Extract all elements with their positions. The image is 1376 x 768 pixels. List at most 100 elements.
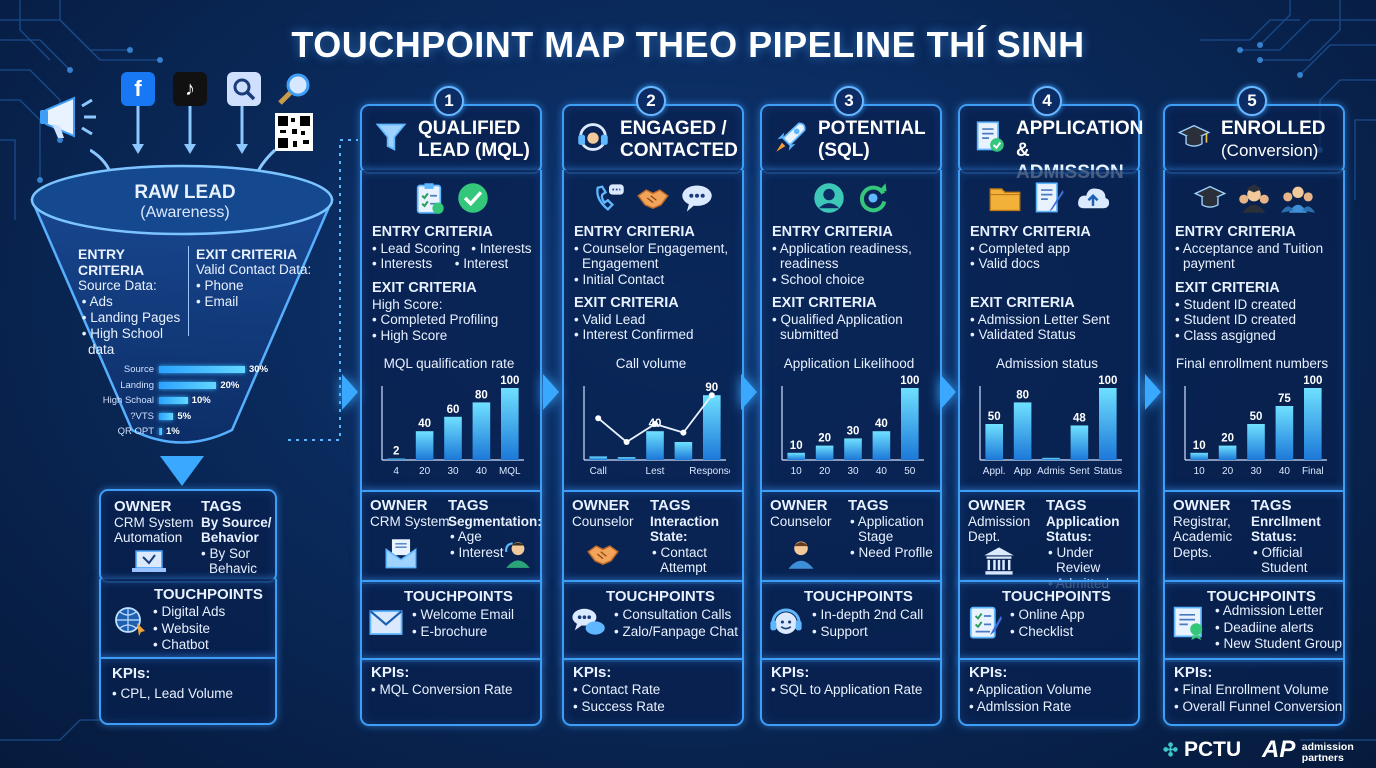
stage-title-line2: (Conversion): [1221, 141, 1319, 160]
handshake-icon: [586, 537, 620, 576]
chart-data-label: 80: [475, 389, 488, 401]
touchpoint-item: • Online App: [1010, 607, 1085, 622]
raw-touchpoints-heading: TOUCHPOINTS: [154, 586, 263, 603]
raw-owner-line: CRM System: [114, 514, 194, 530]
kpi-item: • Success Rate: [573, 699, 665, 714]
chart-tick-label: Appl.: [983, 466, 1006, 477]
funnel-bar: [159, 366, 245, 374]
entry-item: • Valid docs: [970, 256, 1040, 271]
tags-bold: Enrcllment Status:: [1251, 513, 1321, 545]
tags-item: • Contact Attempt: [652, 544, 708, 576]
certificate-icon: [1171, 604, 1207, 645]
raw-touchpoints-list: • Digital Ads • Website • Chatbot: [153, 604, 225, 654]
chart-bar: [472, 402, 491, 460]
chart-trend-point: [623, 439, 630, 445]
stage-title-line2: CONTACTED: [620, 140, 738, 161]
owner: OWNER Counselor: [572, 498, 654, 529]
chart-bar: [444, 416, 462, 460]
kpis-list: • Application Volume • Admlssion Rate: [969, 681, 1092, 715]
tags-heading: TAGS: [848, 497, 889, 514]
funnel-bar-row: Source 30%: [92, 362, 282, 378]
stage-5-kpis-box: [1163, 658, 1345, 726]
funnel-bar: [159, 397, 188, 405]
exit-item: • Interest Confirmed: [574, 327, 694, 342]
funnel-bar-label: ?VTS: [130, 410, 154, 422]
exit-item: • Valid Lead: [574, 311, 646, 327]
chart-tick-label: App: [1014, 466, 1032, 477]
checklist-icon: [966, 604, 1002, 645]
raw-exit-item: • Phone: [196, 278, 244, 293]
owner-line: Academic: [1173, 529, 1233, 544]
touchpoint-item: • New Student Group: [1215, 636, 1343, 651]
entry-item: • School choice: [772, 271, 865, 287]
chart-tick-label: Call: [590, 466, 607, 477]
raw-tags: TAGS By Source/ Behavior • By Sor Behavi…: [201, 499, 273, 577]
stage-title: ENROLLED (Conversion): [1221, 118, 1337, 162]
page-title: TOUCHPOINT MAP THEO PIPELINE THÍ SINH: [291, 24, 1085, 65]
funnel-bar-row: QR OPT 1%: [92, 424, 282, 440]
entry-criteria: ENTRY CRITERIA • Counselor Engagement, En…: [574, 224, 734, 287]
chart-bar: [500, 388, 519, 460]
laptop-icon: [132, 550, 166, 572]
raw-touchpoints-box: TOUCHPOINTS • Digital Ads • Website • Ch…: [99, 579, 277, 659]
owner: OWNER Registrar, Academic Depts.: [1173, 498, 1255, 560]
search-engine-icon: [227, 72, 261, 106]
chart-data-label: 20: [1221, 433, 1234, 445]
touchpoints-heading: TOUCHPOINTS: [1002, 588, 1111, 605]
chart-bar: [1247, 424, 1265, 460]
clipboard-check-icon: [412, 181, 446, 220]
chart-title: Final enrollment numbers: [1175, 356, 1329, 371]
chart-tick-label: 10: [791, 466, 803, 477]
kpis-heading: KPIs:: [771, 664, 810, 681]
owner-heading: OWNER: [1173, 497, 1231, 514]
chart-tick-label: 10: [1194, 466, 1206, 477]
chart-bar: [674, 442, 693, 460]
tags-item: • Interest: [450, 544, 504, 560]
admission-partners-logo: AP admission partners: [1262, 736, 1354, 764]
stage-title-line1: ENGAGED /: [620, 118, 727, 139]
kpis-list: • Contact Rate • Success Rate: [573, 681, 665, 715]
touchpoints-heading: TOUCHPOINTS: [804, 588, 913, 605]
entry-item: • Initial Contact: [574, 271, 665, 287]
funnel-bar-row: High Schoal 10%: [92, 393, 282, 409]
headset-icon: [576, 120, 610, 159]
chart-tick-label: 30: [847, 466, 859, 477]
chart-data-label: 50: [1250, 411, 1263, 423]
flow-arrow: [543, 374, 559, 410]
entry-criteria: ENTRY CRITERIA • Lead Scoring • Interests…: [372, 224, 532, 272]
raw-entry-heading: ENTRY CRITERIA: [78, 246, 145, 278]
entry-heading: ENTRY CRITERIA: [1175, 224, 1296, 240]
raw-owner: OWNER CRM System Automation: [114, 499, 204, 546]
funnel-bar-value: 20%: [220, 379, 240, 391]
tags: TAGS Enrcllment Status: • Official Student: [1251, 498, 1339, 576]
chart-tick-label: Response: [689, 466, 730, 477]
exit-item: • Qualified Application submitted: [772, 311, 903, 343]
touchpoints-list: • In-depth 2nd Call • Support: [812, 607, 923, 640]
owner-line: CRM System: [370, 513, 450, 529]
raw-owner-box: OWNER CRM System Automation TAGS By Sour…: [99, 489, 277, 583]
exit-item: • Student ID created: [1175, 312, 1297, 327]
stage-5-owner-box: [1163, 490, 1345, 584]
raw-tags-bold: By Source/ Behavior: [201, 514, 272, 546]
entry-item: • Application readiness, readiness: [772, 240, 912, 272]
touchpoint-item: • Consultation Calls: [614, 607, 732, 622]
raw-lead-title: RAW LEAD: [134, 182, 236, 203]
stage-2-bar-chart: Call40Lest90Response: [583, 382, 730, 477]
funnel-bar-label: High Schoal: [102, 395, 154, 407]
touchpoint-item: • In-depth 2nd Call: [812, 607, 924, 622]
exit-criteria: EXIT CRITERIA High Score: • Completed Prof…: [372, 280, 532, 343]
qr-code-icon: [275, 113, 313, 156]
entry-heading: ENTRY CRITERIA: [372, 224, 493, 240]
chart-bar: [1218, 445, 1237, 460]
flow-arrow: [741, 374, 757, 410]
kpi-item: • Overall Funnel Conversion: [1174, 699, 1343, 714]
university-icon: [982, 544, 1016, 583]
exit-heading: EXIT CRITERIA: [372, 280, 477, 296]
exit-item: • Validated Status: [970, 327, 1076, 342]
chart-data-label: 60: [447, 404, 460, 416]
chart-bar: [787, 452, 806, 460]
stage-3-kpis-box: [760, 658, 942, 726]
owner-line: Counselor: [770, 513, 832, 529]
chart-data-label: 10: [790, 440, 803, 452]
